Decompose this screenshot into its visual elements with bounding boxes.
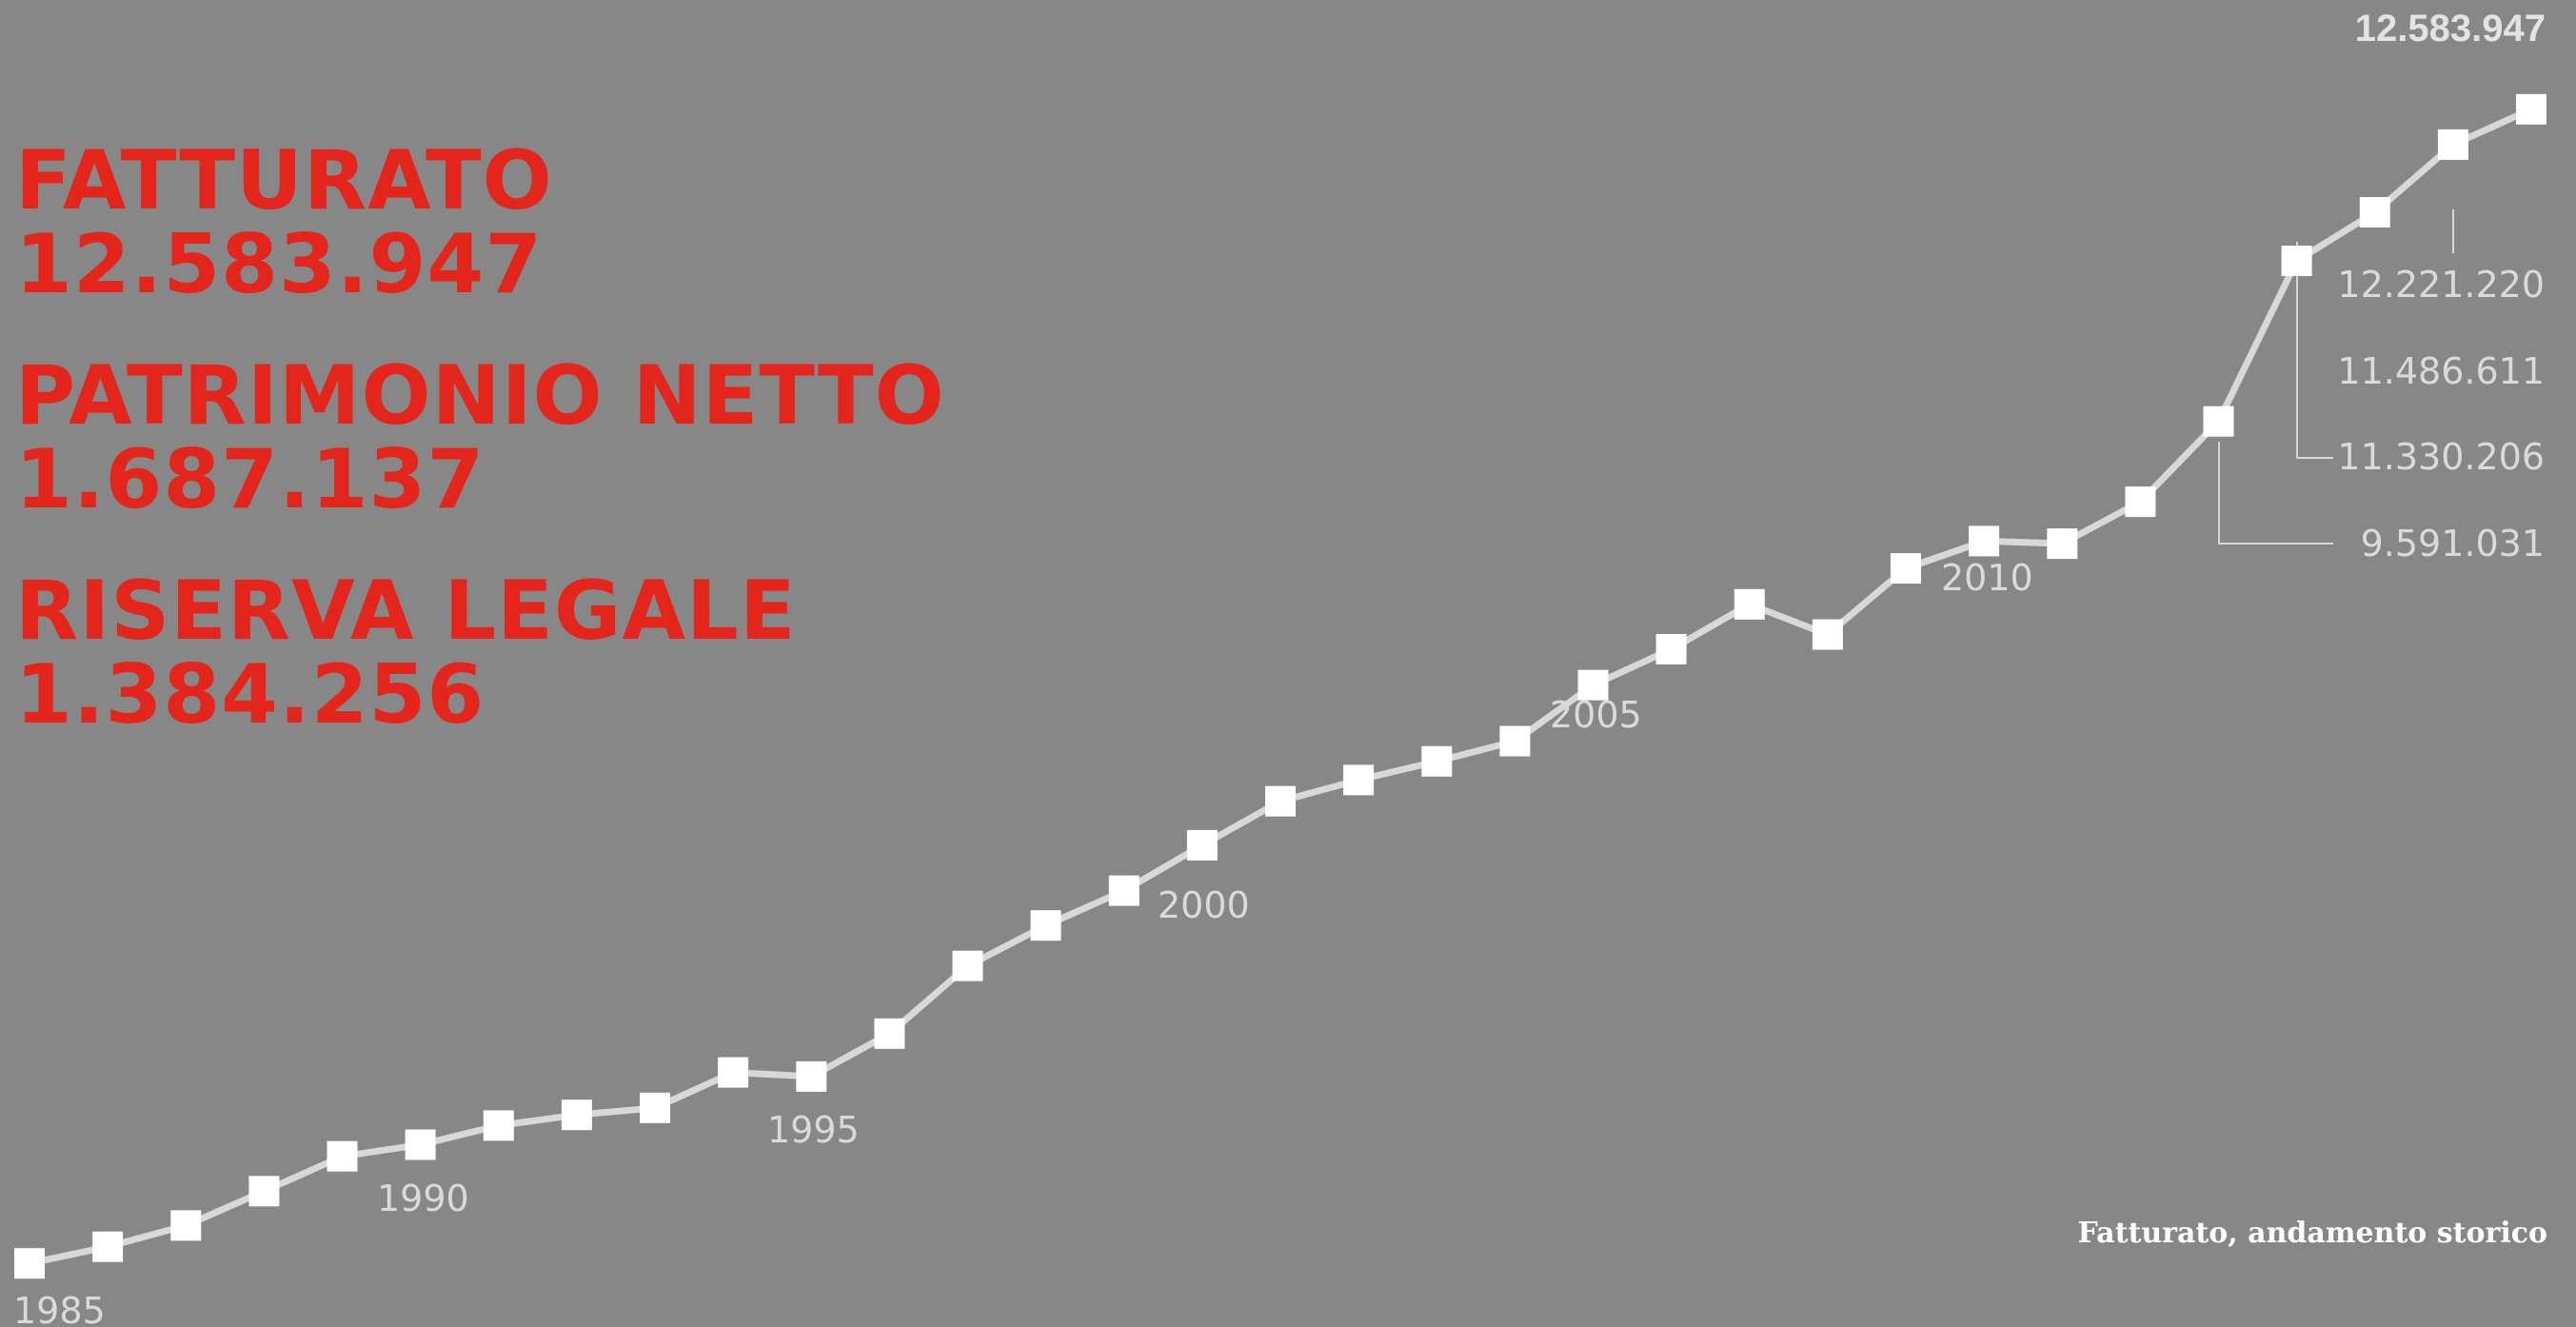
data-point	[952, 950, 983, 981]
x-tick-label: 1985	[13, 1290, 106, 1327]
value-annotation: 11.330.206	[2337, 436, 2545, 478]
data-point	[2359, 197, 2390, 228]
data-point	[483, 1110, 514, 1141]
x-tick-label: 2010	[1941, 557, 2033, 599]
data-point	[2437, 129, 2468, 160]
kpi-label: RISERVA LEGALE	[15, 564, 797, 659]
kpi-value: 1.384.256	[15, 647, 485, 743]
data-point	[1577, 669, 1609, 701]
x-tick-label: 1990	[377, 1178, 469, 1219]
kpi-label: PATRIMONIO NETTO	[15, 348, 945, 444]
data-point	[1499, 725, 1531, 757]
data-point	[796, 1060, 827, 1092]
value-annotation: 9.591.031	[2361, 523, 2545, 564]
data-point	[874, 1018, 905, 1049]
data-point	[170, 1210, 202, 1241]
data-point	[1655, 634, 1687, 664]
kpi-label: FATTURATO	[15, 133, 553, 228]
data-point	[1265, 785, 1296, 817]
data-point	[405, 1129, 436, 1160]
data-point	[718, 1057, 749, 1088]
data-point	[2281, 246, 2312, 276]
kpi-value: 12.583.947	[15, 217, 544, 312]
x-tick-label: 2000	[1158, 884, 1250, 926]
data-point	[1186, 829, 1218, 861]
x-tick-label: 2005	[1550, 694, 1642, 736]
chart-caption: Fatturato, andamento storico	[2077, 1217, 2547, 1250]
data-point	[1421, 745, 1453, 777]
data-point	[248, 1176, 280, 1207]
value-annotation: 11.486.611	[2337, 350, 2545, 392]
data-point	[1030, 910, 1061, 941]
top-total-value: 12.583.947	[2354, 8, 2546, 50]
value-annotation: 12.221.220	[2337, 264, 2545, 306]
data-point	[14, 1248, 45, 1279]
annotation-leader-line	[2218, 442, 2333, 545]
kpi-patrimonio-netto: PATRIMONIO NETTO 1.687.137	[15, 354, 945, 522]
data-point	[1891, 553, 1921, 584]
data-point	[1969, 525, 2000, 557]
data-point	[92, 1231, 124, 1262]
series-line	[29, 106, 2533, 1267]
data-point	[2203, 406, 2234, 437]
kpi-fatturato: FATTURATO 12.583.947	[15, 139, 553, 307]
data-point	[327, 1140, 358, 1172]
data-point	[640, 1092, 670, 1123]
annotation-leader-line	[2296, 242, 2333, 459]
data-point	[1734, 588, 1765, 620]
kpi-value: 1.687.137	[15, 432, 485, 527]
data-point	[1812, 619, 1843, 650]
data-point	[2125, 486, 2156, 518]
data-point	[2516, 93, 2546, 125]
data-point	[2047, 528, 2078, 560]
x-tick-label: 1995	[767, 1109, 860, 1151]
kpi-riserva-legale: RISERVA LEGALE 1.384.256	[15, 569, 797, 737]
data-point	[1343, 764, 1375, 796]
data-point	[1108, 875, 1139, 906]
data-point	[561, 1099, 592, 1131]
